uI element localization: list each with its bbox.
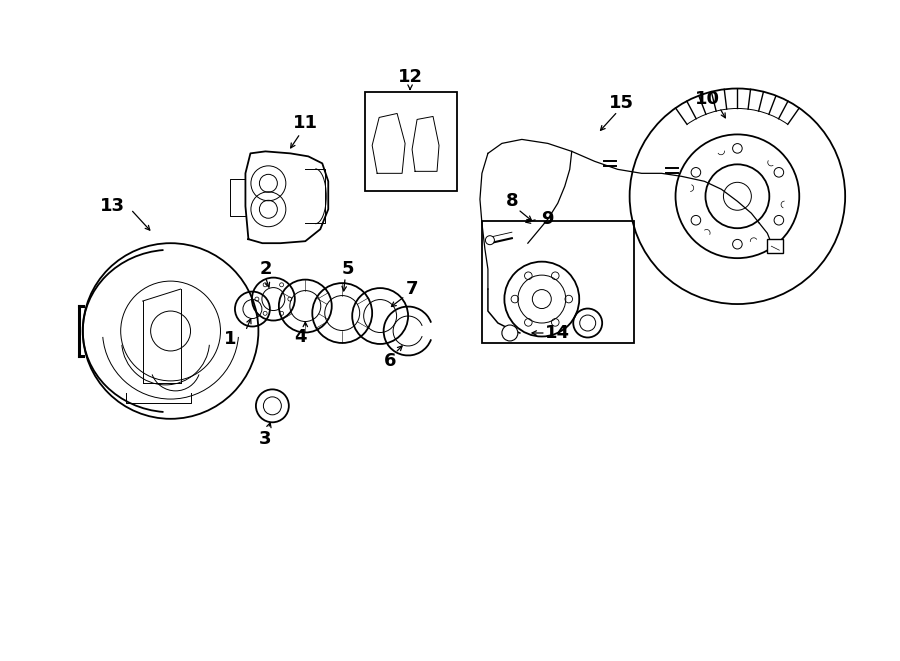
Text: 4: 4 xyxy=(294,328,307,346)
Circle shape xyxy=(502,325,518,341)
Text: 14: 14 xyxy=(545,324,571,342)
Text: 11: 11 xyxy=(292,114,318,132)
Text: 6: 6 xyxy=(384,352,396,370)
Text: 8: 8 xyxy=(506,192,518,210)
Text: 7: 7 xyxy=(406,280,419,298)
Bar xyxy=(768,239,783,253)
Text: 2: 2 xyxy=(259,260,272,278)
Ellipse shape xyxy=(485,236,494,245)
Bar xyxy=(365,91,457,191)
Text: 10: 10 xyxy=(695,91,720,108)
Bar xyxy=(482,221,634,343)
Text: 13: 13 xyxy=(100,197,125,215)
Polygon shape xyxy=(412,116,439,171)
Text: 1: 1 xyxy=(224,330,237,348)
Polygon shape xyxy=(373,114,405,173)
Polygon shape xyxy=(246,151,328,243)
Text: 12: 12 xyxy=(398,67,423,85)
Text: 15: 15 xyxy=(609,95,634,112)
Text: 5: 5 xyxy=(342,260,355,278)
Text: 3: 3 xyxy=(259,430,272,447)
Text: 9: 9 xyxy=(542,210,554,228)
